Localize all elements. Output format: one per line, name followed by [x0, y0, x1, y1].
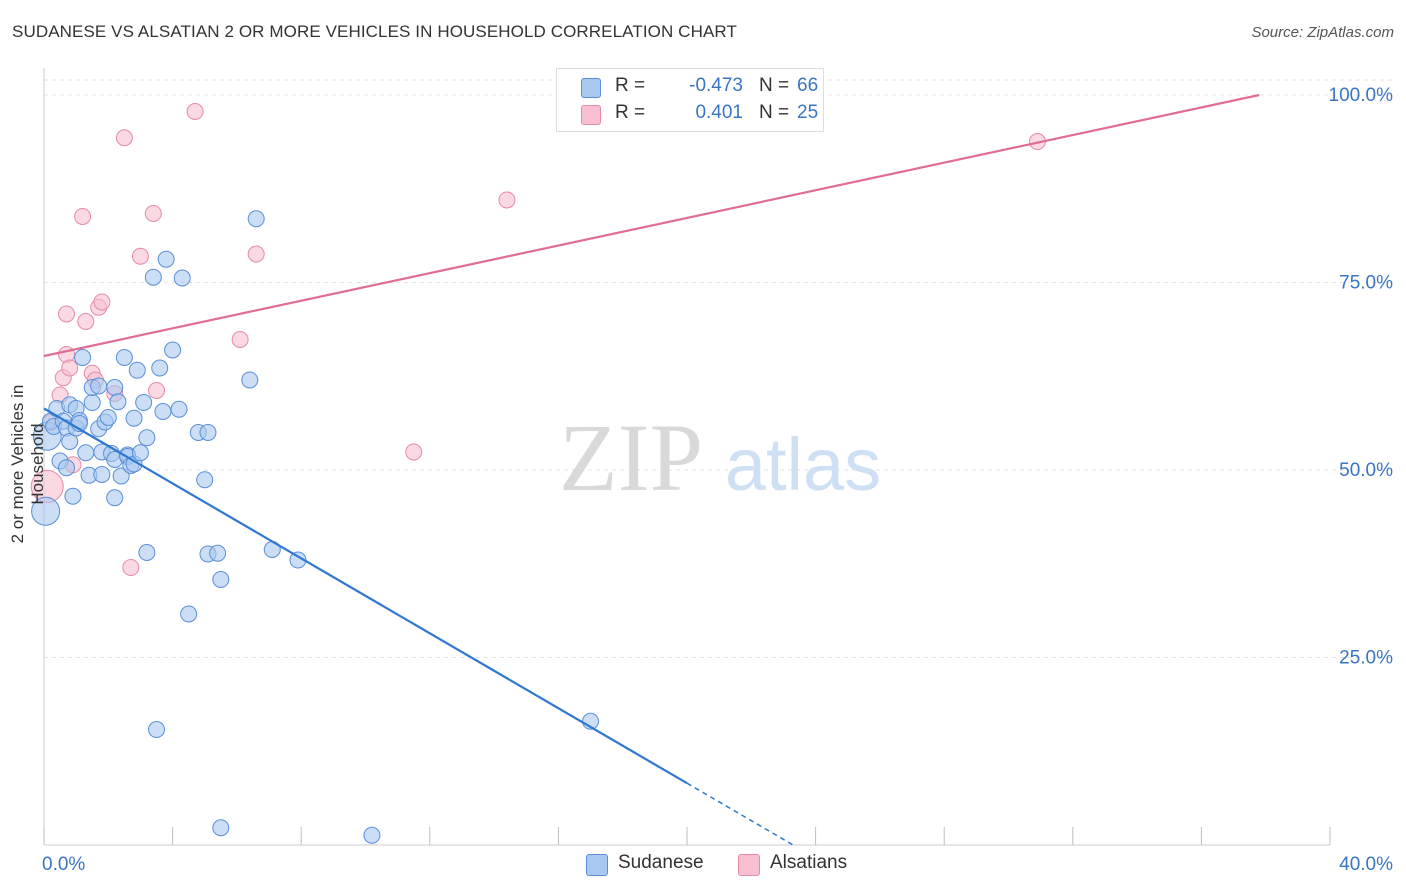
x-tick-label: 40.0%	[1339, 854, 1393, 875]
sudanese-point	[109, 393, 127, 411]
sudanese-point	[58, 459, 76, 477]
alsatian-point	[144, 205, 162, 222]
alsatians-label: Alsatians	[770, 852, 848, 873]
alsatian-point	[58, 305, 76, 323]
alsatian-point	[186, 103, 204, 120]
alsatian-point	[131, 247, 149, 265]
alsatian-point	[498, 191, 516, 209]
alsatian-point	[74, 208, 92, 225]
trend-lines	[43, 93, 1260, 846]
alsatian-point	[231, 331, 249, 348]
y-tick-label: 75.0%	[1339, 273, 1393, 294]
alsatian-point	[247, 245, 265, 263]
axes	[43, 68, 1331, 846]
sudanese-point	[170, 400, 188, 418]
sudanese-point	[138, 429, 156, 447]
sudanese-label: Sudanese	[618, 852, 704, 873]
sudanese-point	[112, 467, 130, 485]
legend-r-label: R =	[615, 102, 646, 123]
sudanese-swatch	[586, 854, 608, 876]
sudanese-point	[164, 341, 182, 359]
sudanese-point	[151, 359, 169, 377]
alsatian-point	[77, 313, 95, 330]
y-axis-label: 2 or more Vehicles in Household	[8, 384, 47, 544]
sudanese-point	[154, 403, 172, 420]
legend-n-label: N =	[759, 75, 790, 96]
sudanese-point	[135, 394, 153, 411]
sudanese-point	[83, 394, 101, 411]
legend-r-label: R =	[615, 75, 646, 96]
watermark-zip: ZIP	[559, 404, 703, 511]
alsatians-trend-line	[43, 93, 1260, 358]
alsatian-point	[122, 559, 140, 576]
y-tick-label: 50.0%	[1339, 460, 1393, 481]
sudanese-point	[157, 250, 175, 268]
watermark-atlas: atlas	[725, 423, 881, 506]
sudanese-point	[209, 544, 227, 562]
legend-r-value: -0.473	[689, 75, 743, 96]
sudanese-point	[125, 409, 143, 427]
sudanese-point	[115, 349, 133, 366]
sudanese-point	[77, 444, 95, 462]
alsatian-point	[115, 129, 133, 147]
sudanese-point	[128, 361, 146, 379]
sudanese-point	[106, 489, 124, 507]
legend-n-value: 25	[797, 102, 819, 123]
sudanese-point	[180, 605, 198, 623]
alsatian-point	[148, 382, 166, 399]
sudanese-point	[106, 379, 124, 396]
sudanese-point	[74, 349, 92, 366]
grid-lines	[44, 79, 1392, 658]
watermark: ZIP atlas	[559, 404, 881, 511]
sudanese-point	[64, 487, 82, 505]
sudanese-point	[196, 471, 214, 489]
legend-r-value: 0.401	[695, 102, 743, 123]
x-tick-label: 0.0%	[42, 854, 85, 875]
sudanese-point	[99, 409, 117, 426]
sudanese-point	[363, 826, 381, 844]
sudanese-point	[138, 544, 156, 561]
y-tick-label: 25.0%	[1339, 648, 1393, 669]
sudanese-trend-extension	[686, 782, 794, 846]
sudanese-point	[144, 268, 162, 286]
alsatian-point	[61, 359, 79, 377]
sudanese-points	[31, 210, 600, 844]
sudanese-point	[148, 721, 166, 738]
legend-n-label: N =	[759, 102, 790, 123]
sudanese-point	[90, 377, 108, 395]
alsatian-point	[405, 443, 423, 461]
stats-legend: R = -0.473 N = 66 R = 0.401 N = 25	[556, 68, 824, 132]
chart-title: SUDANESE VS ALSATIAN 2 OR MORE VEHICLES …	[12, 22, 737, 41]
alsatian-point	[93, 293, 111, 311]
sudanese-point	[31, 496, 61, 526]
sudanese-point	[212, 571, 230, 588]
sudanese-point	[212, 819, 230, 837]
sudanese-point	[241, 371, 259, 389]
y-tick-label: 100.0%	[1329, 85, 1394, 106]
sudanese-swatch	[581, 78, 601, 98]
sudanese-point	[93, 466, 111, 483]
legend-n-value: 66	[797, 75, 819, 96]
sudanese-trend-line	[43, 407, 688, 785]
sudanese-point	[131, 444, 149, 462]
sudanese-point	[173, 269, 191, 287]
alsatians-swatch	[738, 854, 760, 876]
alsatians-swatch	[581, 105, 601, 125]
sudanese-point	[199, 424, 217, 441]
tick-labels: 25.0% 50.0% 75.0% 100.0% 0.0% 40.0%	[42, 85, 1393, 875]
sudanese-point	[247, 210, 265, 228]
source-label: Source: ZipAtlas.com	[1251, 24, 1394, 41]
